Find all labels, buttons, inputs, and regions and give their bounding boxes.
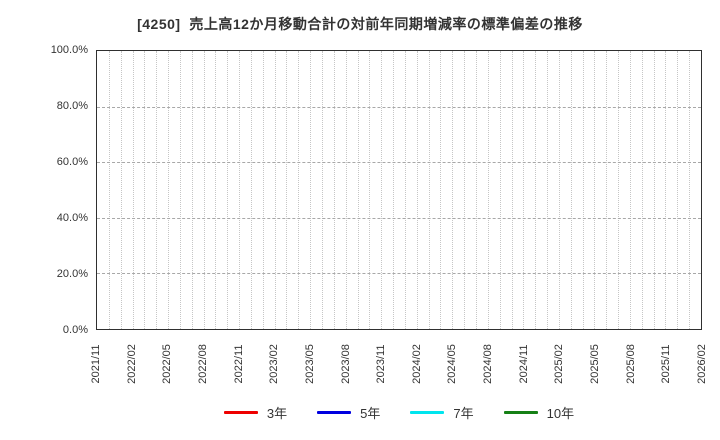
y-tick-label: 60.0%: [56, 156, 88, 168]
vertical-gridline: [535, 51, 537, 329]
plot-area: [96, 50, 702, 330]
vertical-gridline: [641, 51, 643, 329]
vertical-gridline: [203, 51, 205, 329]
vertical-gridline: [227, 51, 229, 329]
vertical-gridline: [144, 51, 146, 329]
legend-item: 5年: [317, 403, 380, 422]
vertical-gridline: [511, 51, 513, 329]
y-tick-label: 80.0%: [56, 100, 88, 112]
vertical-gridline: [215, 51, 217, 329]
x-tick-label: 2024/05: [446, 344, 459, 384]
vertical-gridline: [393, 51, 395, 329]
vertical-gridline: [558, 51, 560, 329]
vertical-gridline: [428, 51, 430, 329]
legend-line-swatch: [223, 411, 258, 414]
vertical-gridline: [345, 51, 347, 329]
horizontal-gridline: [97, 106, 701, 108]
x-tick-label: 2022/05: [161, 344, 174, 384]
vertical-gridline: [156, 51, 158, 329]
legend-label: 10年: [546, 406, 575, 421]
legend-line-swatch: [317, 411, 352, 414]
x-tick-label: 2024/08: [482, 344, 495, 384]
legend-item: 7年: [410, 403, 474, 422]
x-tick-label: 2021/11: [90, 344, 102, 384]
vertical-gridline: [594, 51, 596, 329]
legend-line-swatch: [503, 411, 538, 414]
vertical-gridline: [132, 51, 134, 329]
vertical-gridline: [250, 51, 252, 329]
legend-line-swatch: [410, 411, 445, 414]
vertical-gridline: [665, 51, 667, 329]
vertical-gridline: [689, 51, 691, 329]
legend-label: 5年: [360, 406, 381, 421]
vertical-gridline: [618, 51, 620, 329]
x-tick-label: 2022/02: [125, 344, 138, 384]
vertical-gridline: [381, 51, 383, 329]
vertical-gridline: [404, 51, 406, 329]
vertical-gridline: [274, 51, 276, 329]
x-tick-label: 2023/02: [268, 344, 281, 384]
vertical-gridline: [452, 51, 454, 329]
chart-legend: 3年 5年 7年 10年: [96, 403, 702, 422]
y-tick-label: 100.0%: [50, 44, 88, 56]
horizontal-gridline: [97, 162, 701, 164]
vertical-gridline: [333, 51, 335, 329]
vertical-gridline: [357, 51, 359, 329]
x-tick-label: 2026/02: [696, 344, 708, 384]
vertical-gridline: [499, 51, 501, 329]
vertical-gridline: [369, 51, 371, 329]
vertical-gridline: [310, 51, 312, 329]
y-tick-label: 20.0%: [56, 268, 88, 280]
vertical-gridline: [464, 51, 466, 329]
vertical-gridline: [570, 51, 572, 329]
vertical-gridline: [108, 51, 110, 329]
vertical-gridline: [286, 51, 288, 329]
x-tick-label: 2025/08: [624, 344, 637, 384]
vertical-gridline: [440, 51, 442, 329]
horizontal-gridline: [97, 217, 701, 219]
chart-title: [4250] 売上高12か月移動合計の対前年同期増減率の標準偏差の推移: [137, 16, 583, 32]
vertical-gridline: [487, 51, 489, 329]
vertical-gridline: [582, 51, 584, 329]
vertical-gridline: [523, 51, 525, 329]
x-tick-label: 2024/11: [517, 344, 530, 384]
vertical-gridline: [475, 51, 477, 329]
vertical-gridline: [547, 51, 549, 329]
x-tick-label: 2022/08: [196, 344, 209, 384]
x-tick-label: 2025/11: [660, 344, 673, 384]
vertical-gridline: [191, 51, 193, 329]
x-tick-label: 2022/11: [232, 344, 245, 384]
legend-item: 10年: [503, 403, 575, 422]
vertical-gridline: [262, 51, 264, 329]
x-tick-label: 2024/02: [410, 344, 423, 384]
y-tick-label: 40.0%: [56, 212, 88, 224]
vertical-gridline: [653, 51, 655, 329]
x-tick-label: 2023/05: [303, 344, 316, 384]
vertical-gridline: [168, 51, 170, 329]
x-tick-label: 2023/11: [375, 344, 388, 384]
legend-label: 7年: [453, 406, 474, 421]
vertical-gridline: [629, 51, 631, 329]
legend-label: 3年: [266, 406, 288, 421]
vertical-gridline: [179, 51, 181, 329]
x-tick-label: 2025/05: [589, 344, 602, 384]
vertical-gridline: [677, 51, 679, 329]
vertical-gridline: [322, 51, 324, 329]
vertical-gridline: [416, 51, 418, 329]
legend-item: 3年: [223, 403, 288, 422]
vertical-gridline: [239, 51, 241, 329]
x-tick-label: 2023/08: [339, 344, 352, 384]
y-tick-label: 0.0%: [62, 324, 88, 336]
vertical-gridline: [606, 51, 608, 329]
vertical-gridline: [120, 51, 122, 329]
vertical-gridline: [298, 51, 300, 329]
horizontal-gridline: [97, 273, 701, 275]
x-tick-label: 2025/02: [553, 344, 566, 384]
